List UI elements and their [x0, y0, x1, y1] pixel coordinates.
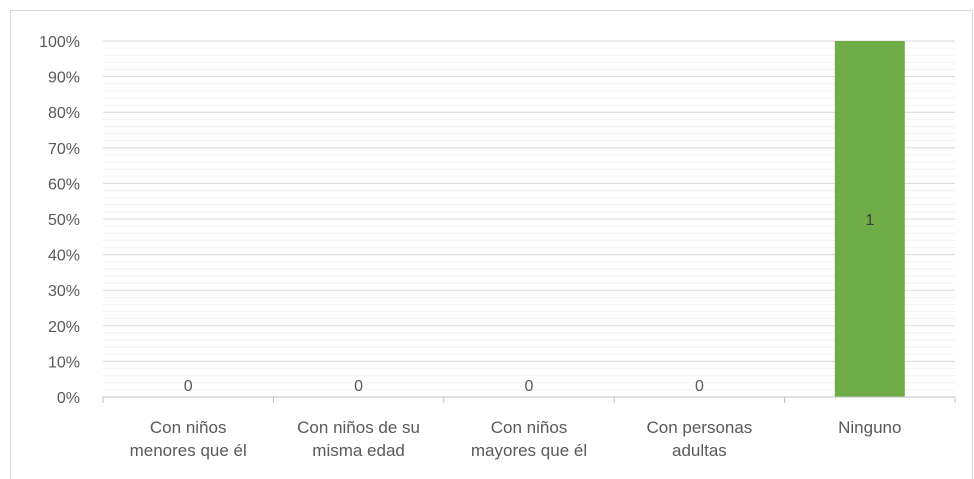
data-label: 0 — [695, 378, 704, 395]
x-tick-label: Ninguno — [838, 418, 901, 437]
major-gridlines — [103, 40, 955, 362]
chart-frame — [10, 10, 973, 479]
y-tick-label: 80% — [48, 105, 80, 122]
x-tick-label: Con niños mayores que él — [471, 418, 587, 460]
x-tick-label: Con niños de su misma edad — [297, 418, 420, 460]
data-label: 1 — [865, 212, 874, 229]
bar — [834, 41, 905, 397]
x-axis — [102, 396, 956, 403]
y-tick-label: 40% — [48, 248, 80, 265]
x-axis-tick-labels: Con niños menores que él Con niños de su mi… — [130, 418, 902, 460]
y-tick-label: 70% — [48, 141, 80, 158]
x-tick-label: Con niños menores que él — [130, 418, 247, 460]
data-label: 0 — [184, 378, 193, 395]
minor-gridlines — [103, 47, 955, 391]
y-tick-label: 10% — [48, 354, 80, 371]
y-axis-tick-labels: 0% 10% 20% 30% 40% 50% 60% 70% 80% 90% 100% — [39, 34, 80, 407]
data-labels: 0 0 0 0 1 — [184, 212, 875, 395]
y-tick-label: 90% — [48, 70, 80, 87]
data-label: 0 — [525, 378, 534, 395]
y-tick-label: 60% — [48, 176, 80, 193]
y-tick-label: 50% — [48, 212, 80, 229]
x-tick-label: Con personas adultas — [646, 418, 752, 460]
y-tick-label: 0% — [57, 390, 80, 407]
bar-series — [834, 41, 905, 397]
y-tick-label: 30% — [48, 283, 80, 300]
data-label: 0 — [354, 378, 363, 395]
y-tick-label: 20% — [48, 319, 80, 336]
y-tick-label: 100% — [39, 34, 80, 51]
